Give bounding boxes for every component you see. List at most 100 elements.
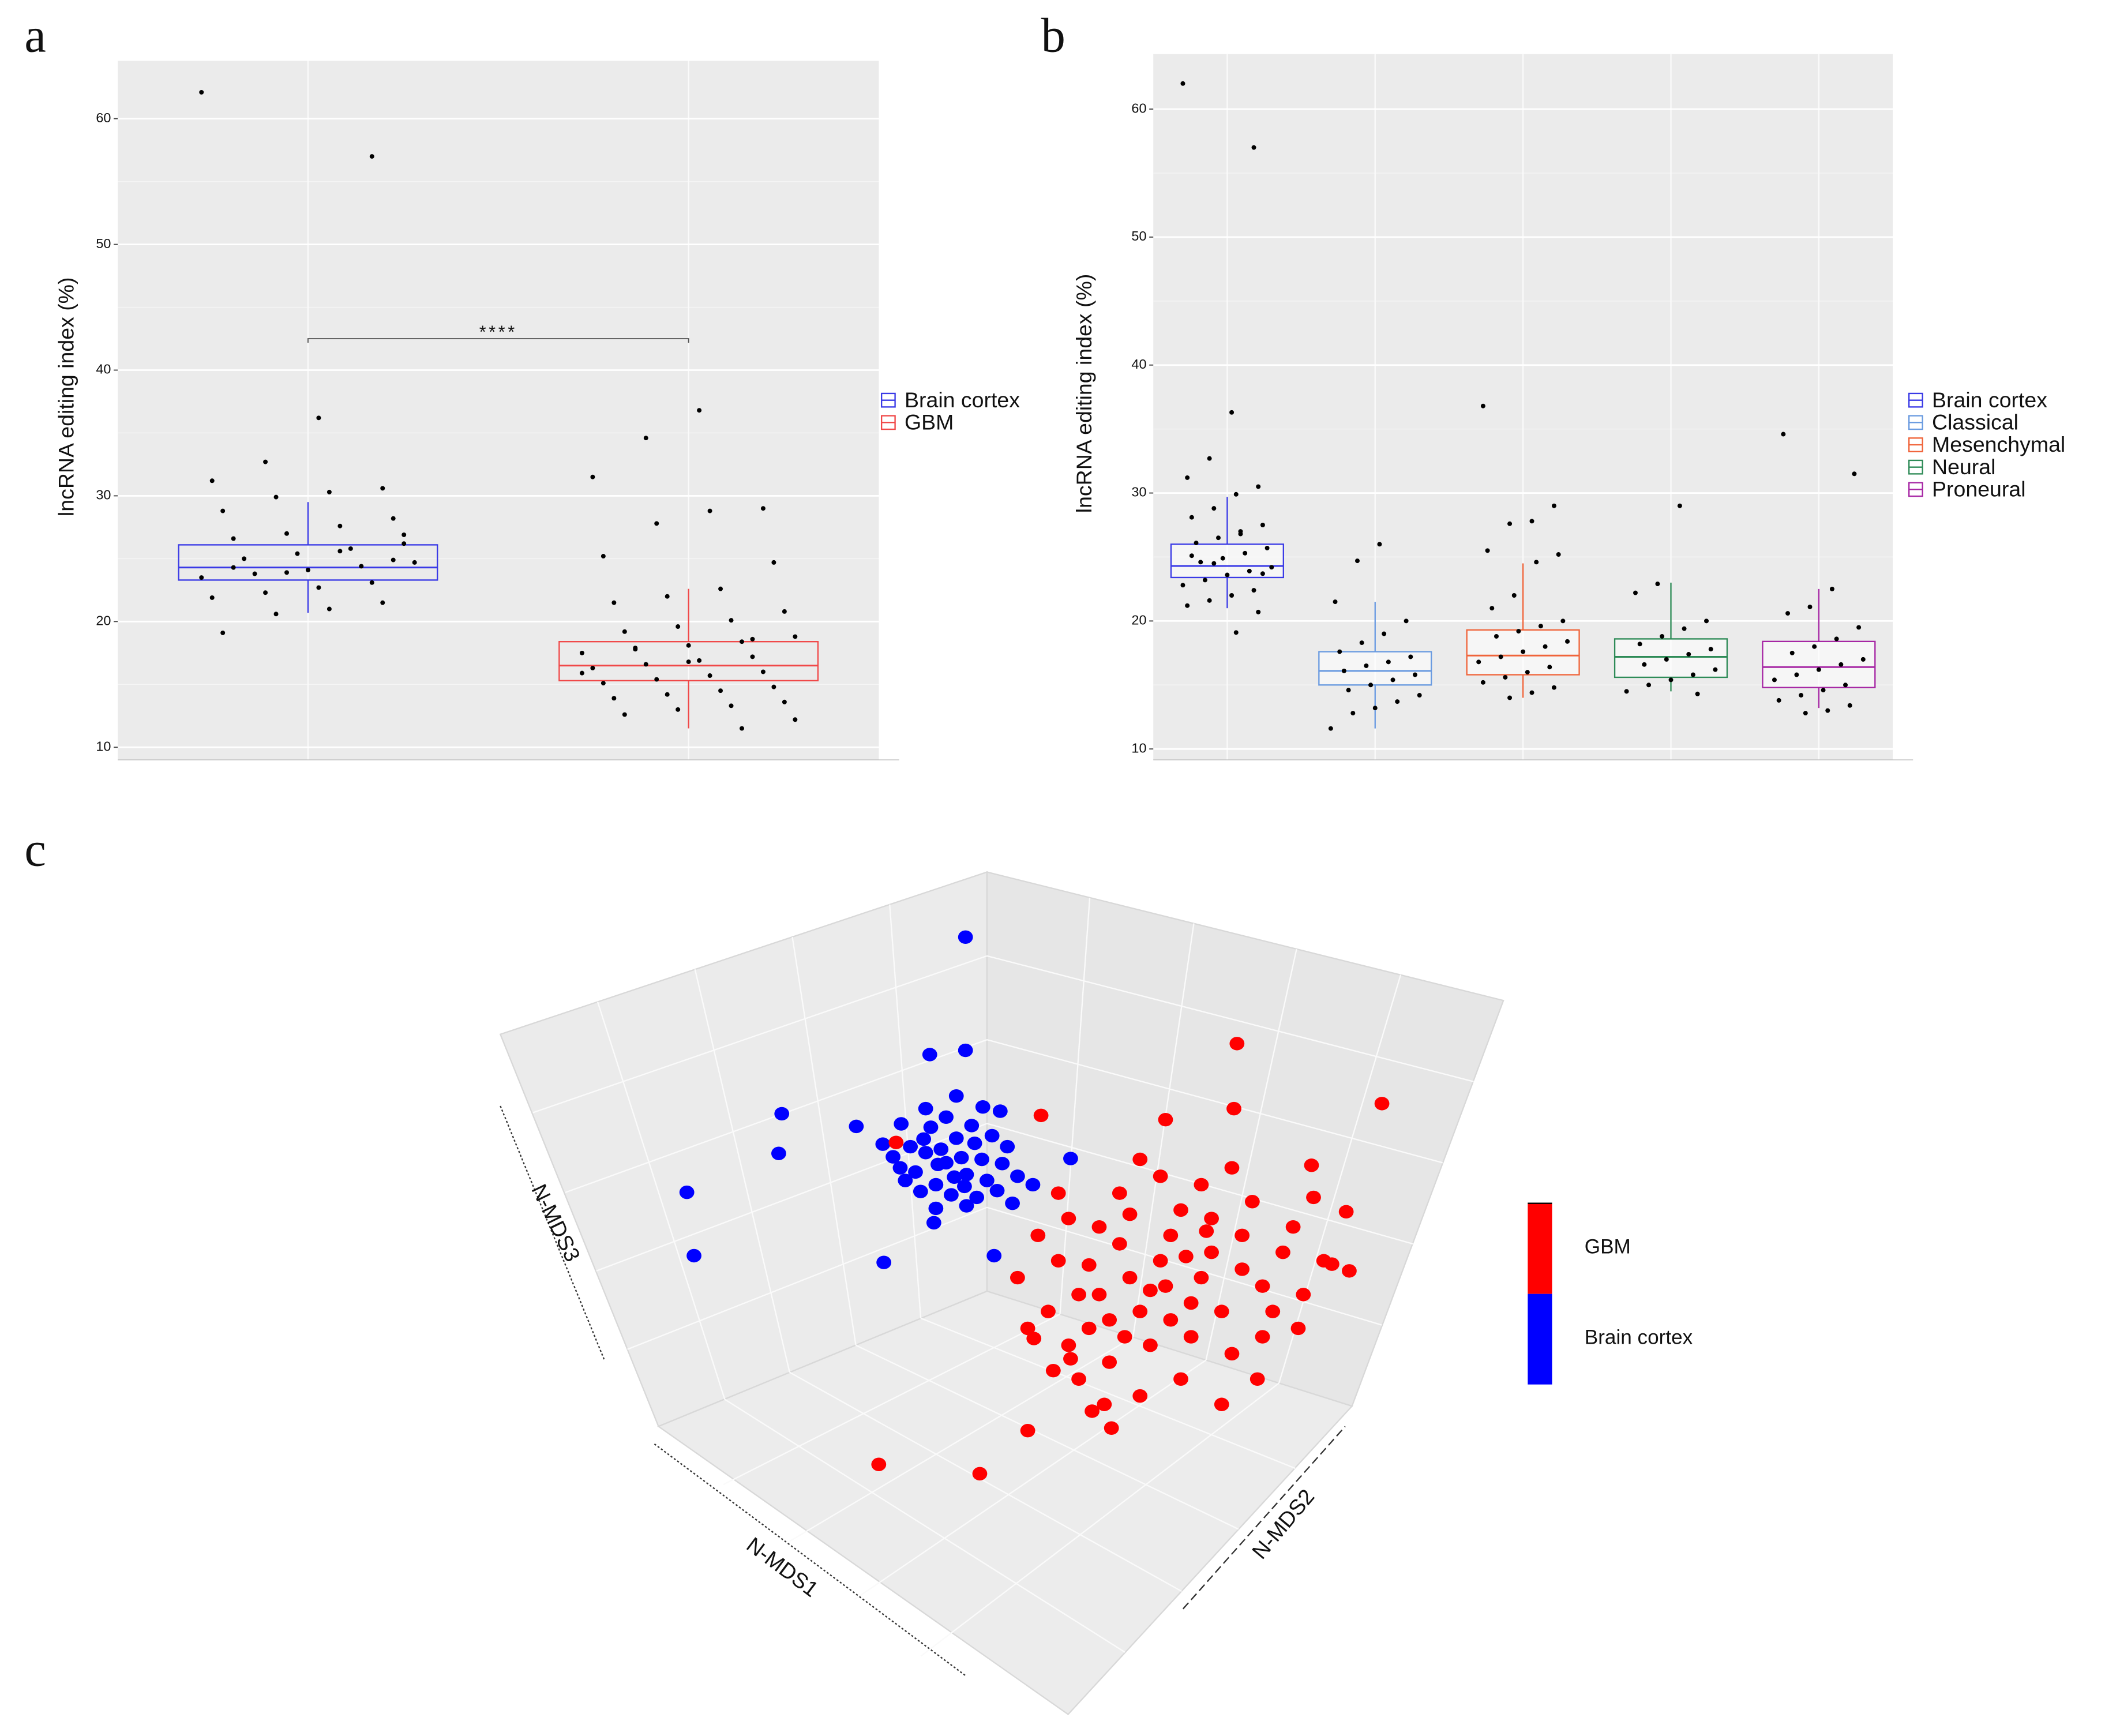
data-point: [1163, 1313, 1179, 1327]
data-point: [1843, 683, 1848, 688]
data-point: [665, 692, 670, 697]
y-tick-label: 20: [96, 613, 111, 628]
y-tick-label: 60: [1131, 100, 1146, 115]
data-point: [622, 712, 627, 717]
axis-line: [654, 1443, 967, 1677]
data-point: [1374, 1097, 1390, 1111]
panel-letter: a: [24, 9, 46, 63]
grid-line: [986, 1038, 1443, 1164]
data-point: [957, 1179, 972, 1194]
data-point: [1789, 650, 1795, 655]
data-point: [918, 1146, 933, 1160]
data-point: [1338, 1205, 1354, 1219]
data-point: [1233, 630, 1239, 635]
data-point: [1235, 1228, 1250, 1243]
grid-line: [1278, 974, 1402, 1383]
data-point: [1803, 711, 1808, 716]
data-point: [1112, 1186, 1127, 1200]
plot-background: [118, 61, 879, 760]
data-point: [986, 1248, 1002, 1263]
data-point: [1250, 1372, 1265, 1386]
data-point: [1816, 667, 1821, 672]
data-point: [1341, 668, 1346, 673]
data-point: [1211, 561, 1217, 566]
data-point: [676, 624, 681, 629]
data-point: [1551, 685, 1556, 690]
data-point: [654, 521, 659, 526]
data-point: [1547, 665, 1552, 670]
data-point: [729, 618, 734, 623]
panel-letter: b: [1041, 9, 1065, 63]
data-point: [1847, 703, 1852, 708]
data-point: [871, 1457, 887, 1471]
data-point: [1355, 558, 1360, 564]
significance-label: ****: [479, 323, 517, 342]
data-point: [964, 1119, 980, 1133]
data-point: [1494, 633, 1499, 639]
data-point: [686, 1248, 701, 1263]
data-point: [686, 659, 691, 665]
data-point: [958, 1043, 973, 1058]
data-point: [1534, 560, 1539, 565]
data-point: [1507, 521, 1513, 526]
legend-label: GBM: [1585, 1235, 1631, 1258]
data-point: [1686, 652, 1691, 657]
data-point: [1708, 647, 1713, 652]
data-point: [1229, 410, 1235, 415]
data-point: [359, 564, 364, 569]
grid-line: [627, 1206, 988, 1350]
y-tick-label: 10: [96, 738, 111, 753]
y-tick-label: 40: [96, 362, 111, 377]
data-point: [894, 1117, 909, 1131]
data-point: [1529, 519, 1534, 524]
data-point: [989, 1183, 1005, 1198]
box: [1614, 638, 1728, 678]
data-point: [1668, 677, 1674, 683]
data-point: [1061, 1212, 1076, 1225]
data-point: [1153, 1254, 1168, 1268]
data-point: [959, 1168, 974, 1182]
data-point: [793, 634, 798, 639]
data-point: [1794, 672, 1799, 677]
data-point: [1050, 1254, 1066, 1268]
data-point: [1390, 677, 1395, 683]
grid-line: [986, 955, 1474, 1082]
data-point: [1050, 1186, 1066, 1200]
data-point: [1194, 1178, 1209, 1192]
data-point: [1091, 1220, 1107, 1234]
grid-line: [789, 1371, 1182, 1592]
data-point: [305, 567, 310, 572]
data-point: [1194, 541, 1199, 546]
data-point: [969, 1190, 985, 1205]
data-point: [888, 1135, 904, 1149]
data-point: [972, 1467, 988, 1481]
data-point: [948, 1131, 964, 1145]
data-point: [1412, 672, 1417, 677]
data-point: [220, 508, 226, 513]
data-point: [1204, 1212, 1219, 1225]
data-point: [1102, 1313, 1117, 1327]
data-point: [1063, 1352, 1078, 1366]
data-point: [1256, 484, 1261, 489]
legend-label: Brain cortex: [1585, 1326, 1693, 1348]
data-point: [1207, 598, 1212, 603]
data-point: [1260, 571, 1265, 576]
box: [178, 544, 438, 581]
data-point: [1316, 1254, 1331, 1268]
data-point: [1408, 654, 1413, 659]
data-point: [622, 629, 627, 634]
data-point: [1173, 1372, 1188, 1386]
data-point: [1275, 1245, 1290, 1259]
data-point: [1183, 1330, 1199, 1344]
data-point: [1498, 654, 1503, 659]
data-point: [295, 551, 300, 556]
data-point: [707, 508, 712, 513]
data-point: [1010, 1169, 1025, 1183]
data-point: [316, 585, 321, 590]
data-point: [1690, 672, 1695, 677]
y-tick-label: 30: [1131, 485, 1146, 500]
data-point: [1556, 552, 1561, 557]
data-point: [391, 557, 396, 563]
data-point: [1306, 1190, 1321, 1205]
grid-line: [920, 1382, 1279, 1657]
